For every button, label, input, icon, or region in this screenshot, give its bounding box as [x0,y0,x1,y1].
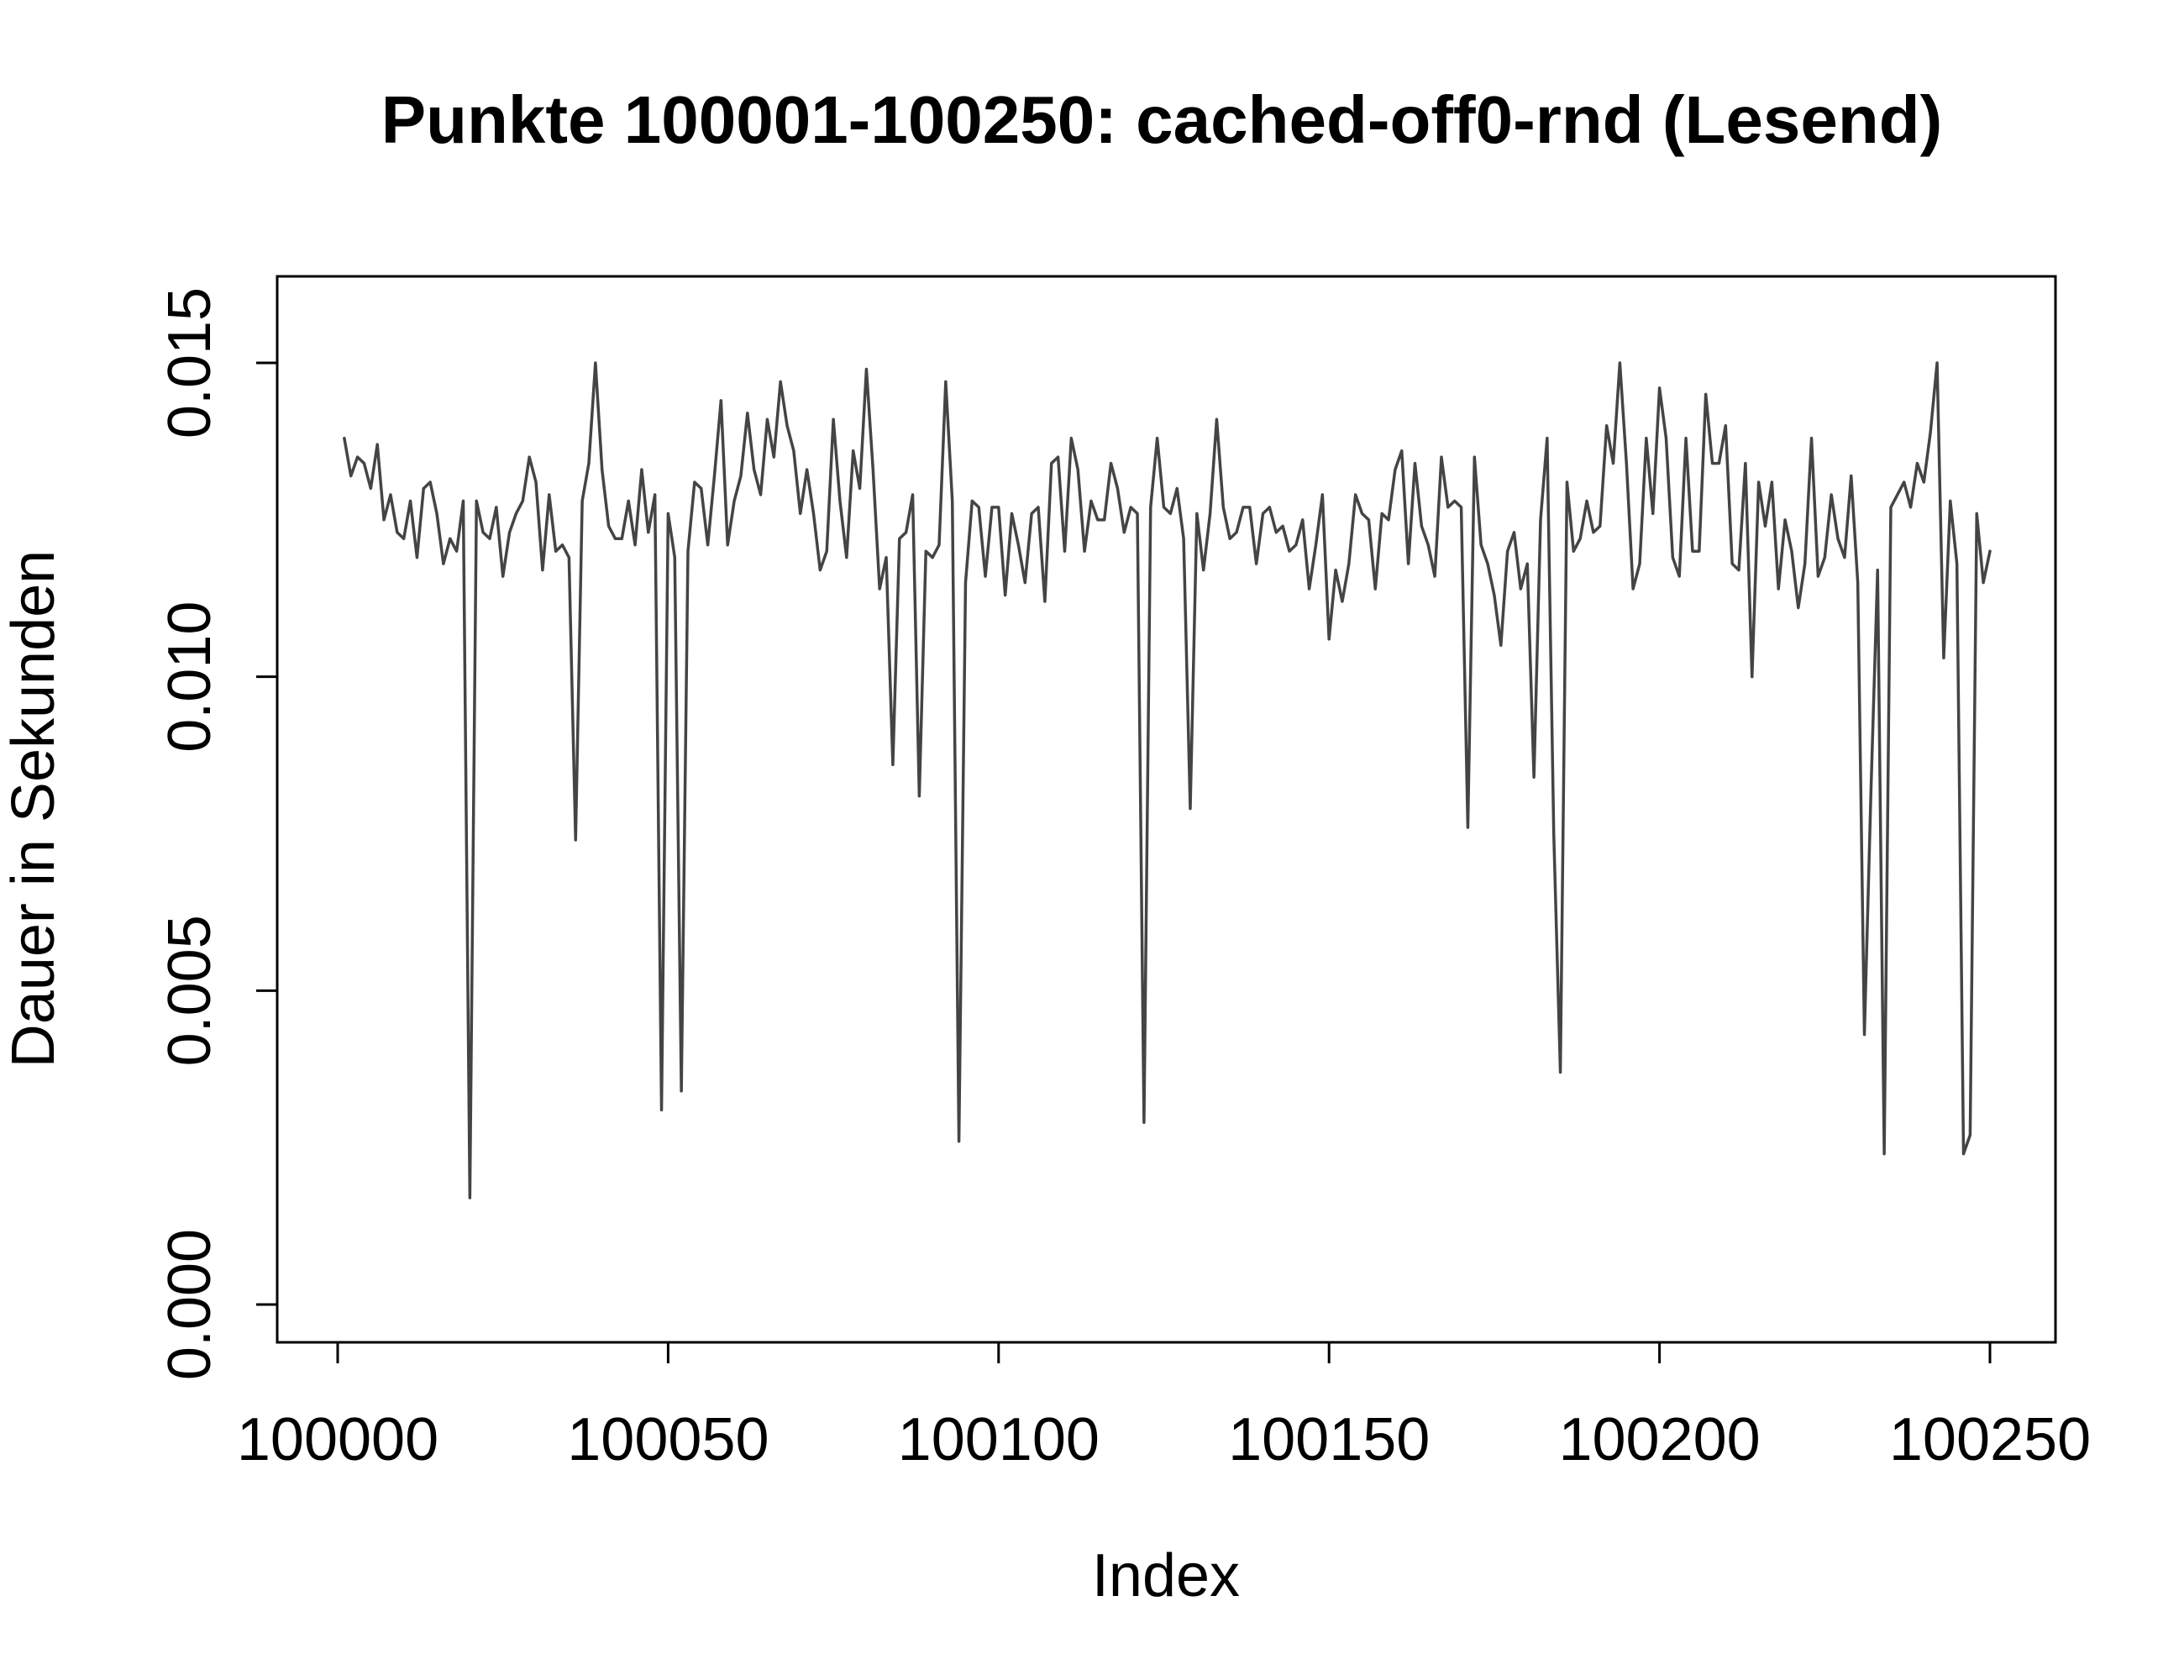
x-tick-label: 100250 [1889,1406,2091,1473]
x-axis-label: Index [1092,1542,1240,1609]
x-axis: 100000 100050 100100 100150 100200 100250 [237,1341,2091,1473]
y-tick-label: 0.015 [156,287,223,438]
x-tick-label: 100050 [567,1406,769,1473]
y-tick-label: 0.005 [156,915,223,1066]
x-tick-label: 100000 [237,1406,438,1473]
y-tick-label: 0.010 [156,601,223,753]
x-tick-label: 100150 [1228,1406,1430,1473]
series-group [343,361,1992,1200]
y-axis: 0.000 0.005 0.010 0.015 [156,287,279,1380]
x-tick-label: 100200 [1558,1406,1760,1473]
series-line [343,361,1992,1200]
x-tick-label: 100100 [898,1406,1100,1473]
y-tick-label: 0.000 [156,1229,223,1380]
chart-title: Punkte 100001-100250: cached-off0-rnd (L… [381,82,1942,157]
y-axis-label: Dauer in Sekunden [0,550,67,1068]
